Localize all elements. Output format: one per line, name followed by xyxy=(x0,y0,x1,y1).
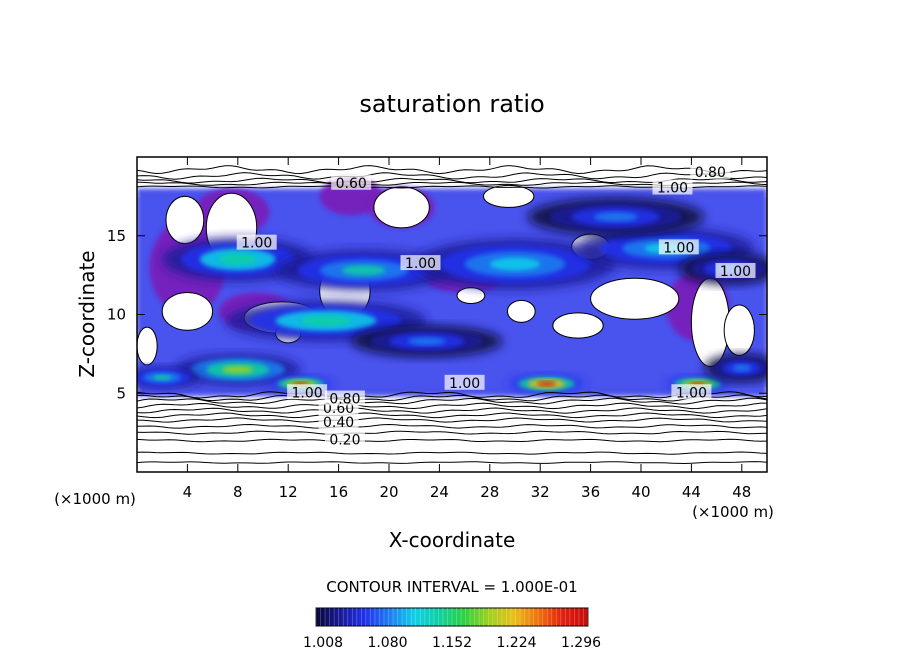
y-tick-label: 10 xyxy=(107,306,126,324)
contour-line-lower xyxy=(137,423,767,429)
x-tick-label: 8 xyxy=(233,483,243,501)
subsaturated-region xyxy=(373,186,430,229)
subsaturated-region xyxy=(552,312,604,339)
contour-line-lower xyxy=(137,402,767,410)
contour-label-bg xyxy=(444,374,485,390)
x-tick-label: 24 xyxy=(430,483,449,501)
contour-label-bg xyxy=(671,384,712,400)
colorbar-tick-label: 1.224 xyxy=(496,635,536,651)
subsaturated-region xyxy=(137,326,158,366)
contour-label-bg xyxy=(400,255,441,271)
x-tick-label: 32 xyxy=(531,483,550,501)
contour-interval-label: CONTOUR INTERVAL = 1.000E-01 xyxy=(326,578,577,596)
high-saturation-region xyxy=(300,315,352,326)
subsaturated-region xyxy=(483,184,535,208)
x-axis-label: X-coordinate xyxy=(389,528,516,552)
y-axis-label: Z-coordinate xyxy=(75,250,99,377)
x-tick-label: 4 xyxy=(183,483,193,501)
contour-line-lower xyxy=(137,412,767,419)
x-axis-unit: (×1000 m) xyxy=(692,503,774,521)
contour-label: 1.00 xyxy=(657,181,688,197)
high-saturation-region xyxy=(341,265,386,276)
chart-title: saturation ratio xyxy=(359,90,544,118)
contour-label-bg xyxy=(652,179,693,195)
high-saturation-region xyxy=(489,257,541,271)
colorbar: 1.008 1.080 1.152 1.224 1.296 xyxy=(303,607,601,651)
high-saturation-region xyxy=(407,337,446,346)
colorbar-tick-label: 1.296 xyxy=(561,635,601,651)
high-saturation-region xyxy=(537,381,556,387)
high-saturation-region xyxy=(218,253,257,265)
contour-line-lower xyxy=(137,430,767,435)
high-saturation-region xyxy=(152,374,172,381)
contour-labels: 0.200.400.600.801.000.600.801.001.001.00… xyxy=(236,163,756,449)
subsaturated-region xyxy=(590,277,680,320)
contour-label: 1.00 xyxy=(676,385,707,401)
y-tick-label: 5 xyxy=(116,384,126,402)
contour-line-lower xyxy=(137,391,767,399)
contour-label-bg xyxy=(715,262,756,278)
colorbar-tick-label: 1.152 xyxy=(432,635,472,651)
colorbar-tick-label: 1.008 xyxy=(303,635,343,651)
subsaturated-region xyxy=(690,277,730,367)
contour-label: 1.00 xyxy=(292,385,323,401)
colorbar-gradient xyxy=(315,607,589,627)
contour-label-bg xyxy=(690,163,731,179)
contour-line-lower xyxy=(137,451,767,455)
contour-line-lower xyxy=(137,461,767,465)
x-tick-label: 36 xyxy=(581,483,600,501)
x-tick-label: 28 xyxy=(480,483,499,501)
contour-line-upper xyxy=(137,172,767,180)
contour-label-bg xyxy=(318,414,359,430)
colorbar-stripes xyxy=(315,608,589,626)
x-tick-label: 44 xyxy=(682,483,701,501)
colorbar-labels: 1.008 1.080 1.152 1.224 1.296 xyxy=(303,635,601,651)
contour-line-lower xyxy=(137,438,767,443)
contour-label: 1.00 xyxy=(241,236,272,252)
high-saturation-region xyxy=(222,365,254,374)
subsaturated-region xyxy=(456,287,486,304)
x-tick-label: 16 xyxy=(329,483,348,501)
contour-label-bg xyxy=(236,234,277,250)
contour-label: 0.40 xyxy=(323,415,354,431)
x-tick-label: 20 xyxy=(379,483,398,501)
high-saturation-region xyxy=(593,212,638,222)
high-saturation-region xyxy=(732,364,752,372)
x-tick-label: 48 xyxy=(732,483,751,501)
contour-label-bg xyxy=(658,239,699,255)
x-tick-label: 40 xyxy=(631,483,650,501)
contour-label: 0.20 xyxy=(329,433,360,449)
contour-label: 1.00 xyxy=(720,264,751,280)
y-axis-ticks: 5 10 15 xyxy=(107,227,767,402)
contour-label: 0.60 xyxy=(336,176,367,192)
subsaturated-region xyxy=(161,291,214,331)
contour-label: 1.00 xyxy=(663,240,694,256)
contour-label-bg xyxy=(324,431,365,447)
subsaturated-region xyxy=(165,195,205,245)
contour-label-bg xyxy=(287,384,328,400)
contour-label: 0.80 xyxy=(695,165,726,181)
contour-label-bg xyxy=(324,390,365,406)
contour-label: 1.00 xyxy=(449,376,480,392)
contour-line-upper xyxy=(137,165,767,175)
contour-label: 1.00 xyxy=(405,256,436,272)
contour-line-lower xyxy=(137,397,767,405)
y-axis-unit: (×1000 m) xyxy=(54,490,136,508)
plot-area: 0.200.400.600.801.000.600.801.001.001.00… xyxy=(137,157,767,472)
subsaturated-region xyxy=(506,299,536,323)
contour-label: 0.80 xyxy=(329,392,360,408)
x-axis-ticks: 4 8 12 16 20 24 28 32 36 40 44 48 xyxy=(183,157,751,501)
subsaturated-region xyxy=(723,304,755,356)
y-tick-label: 15 xyxy=(107,227,126,245)
contour-line-lower xyxy=(137,394,767,402)
contour-label-bg xyxy=(331,174,372,190)
contour-line-lower xyxy=(137,417,767,423)
colorbar-tick-label: 1.080 xyxy=(367,635,407,651)
contour-line-lower xyxy=(137,407,767,414)
x-tick-label: 12 xyxy=(279,483,298,501)
